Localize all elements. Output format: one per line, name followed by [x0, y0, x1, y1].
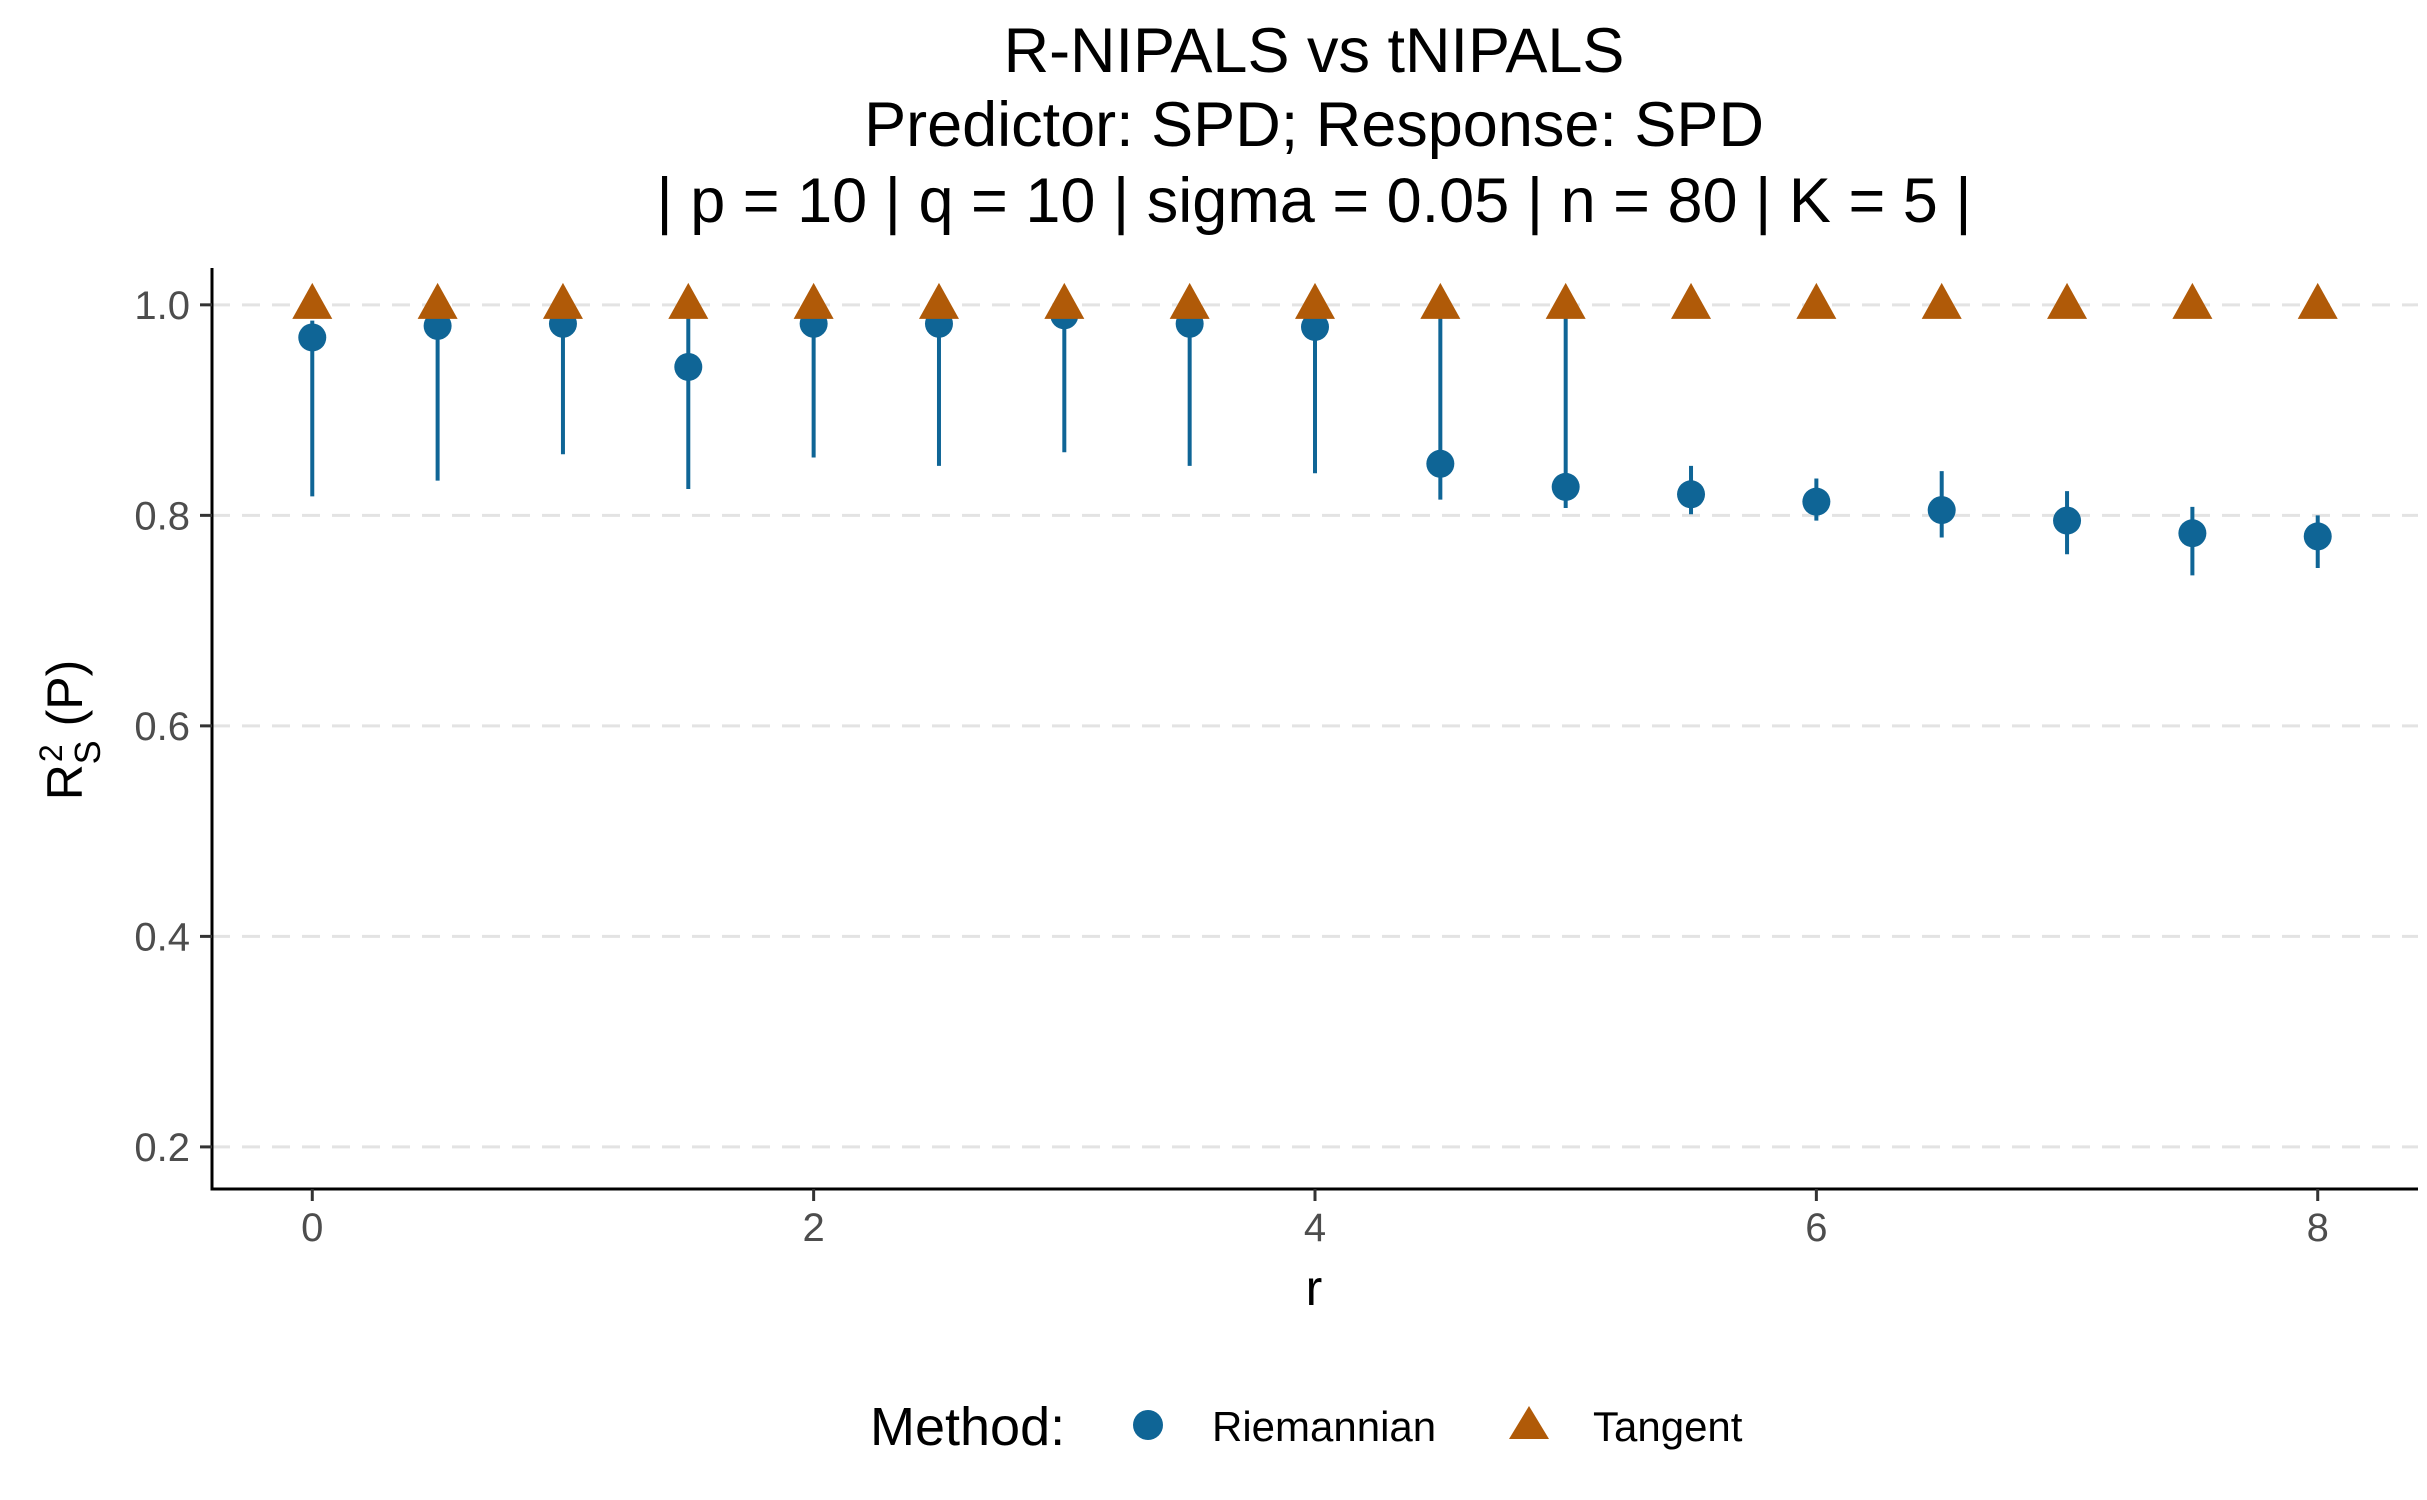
x-tick-label: 6	[1805, 1206, 1827, 1250]
legend-riemannian-marker	[1133, 1410, 1163, 1440]
tangent-point	[918, 282, 959, 319]
riemannian-point	[1802, 487, 1831, 516]
chart-title-line-2: Predictor: SPD; Response: SPD	[864, 90, 1764, 160]
y-tick-label: 0.2	[134, 1126, 190, 1170]
tangent-point	[1295, 282, 1335, 319]
tangent-point	[1420, 282, 1461, 319]
riemannian-point	[2178, 519, 2207, 548]
riemannian-point	[298, 323, 327, 352]
legend-title: Method:	[870, 1397, 1065, 1457]
y-axis-title: R 2S (P)	[33, 660, 108, 800]
tangent-point	[1796, 282, 1837, 319]
riemannian-point	[1677, 480, 1706, 509]
riemannian-point	[1426, 449, 1455, 478]
tangent-point	[2172, 282, 2213, 319]
y-tick-label: 0.8	[134, 494, 190, 538]
x-tick-label: 8	[2307, 1206, 2329, 1250]
riemannian-point	[2053, 506, 2082, 535]
riemannian-point	[423, 311, 452, 340]
y-tick-label: 1.0	[134, 284, 190, 328]
chart-title-line-3: | p = 10 | q = 10 | sigma = 0.05 | n = 8…	[656, 166, 1971, 236]
y-tick-label: 0.4	[134, 915, 190, 959]
tangent-point	[2047, 282, 2088, 319]
tangent-point	[793, 282, 834, 319]
x-axis-title: r	[1306, 1260, 1323, 1316]
legend: Method: Riemannian Tangent	[870, 1397, 1743, 1457]
riemannian-point	[1301, 312, 1329, 341]
riemannian-point	[1551, 472, 1580, 501]
chart-title-line-1: R-NIPALS vs tNIPALS	[1004, 16, 1625, 86]
grid-layer	[212, 303, 2418, 1149]
y-axis-title-text: R 2S (P)	[33, 660, 108, 800]
riemannian-point	[2303, 522, 2332, 551]
x-tick-label: 4	[1304, 1206, 1326, 1250]
tangent-point	[417, 282, 458, 319]
x-tick-label: 0	[301, 1206, 323, 1250]
tangent-point	[1044, 282, 1085, 319]
legend-riemannian-label: Riemannian	[1212, 1403, 1436, 1450]
tangent-point	[1545, 282, 1586, 319]
y-tick-label: 0.6	[134, 705, 190, 749]
legend-tangent-label: Tangent	[1593, 1403, 1743, 1450]
tangent-point	[668, 282, 709, 319]
tangent-point	[2297, 282, 2338, 319]
y-tick-layer: 0.2 0.4 0.6 0.8 1.0	[134, 284, 212, 1170]
y-axis-title-suffix: (P)	[37, 660, 93, 741]
point-layer	[292, 282, 2338, 551]
tangent-point	[292, 282, 333, 319]
y-axis-title-main: R	[37, 764, 93, 800]
x-tick-layer: 0 2 4 6 8	[301, 1189, 2329, 1250]
tangent-point	[1671, 282, 1712, 319]
tangent-point	[1169, 282, 1210, 319]
legend-tangent-marker	[1509, 1406, 1549, 1439]
y-axis-title-superscript: 2	[33, 744, 69, 762]
riemannian-point	[1927, 496, 1956, 525]
tangent-point	[1921, 282, 1962, 319]
error-bar-layer	[310, 306, 2320, 576]
tangent-point	[542, 282, 583, 319]
riemannian-point	[674, 352, 703, 381]
y-axis-title-subscript: S	[67, 740, 108, 764]
x-tick-label: 2	[803, 1206, 825, 1250]
